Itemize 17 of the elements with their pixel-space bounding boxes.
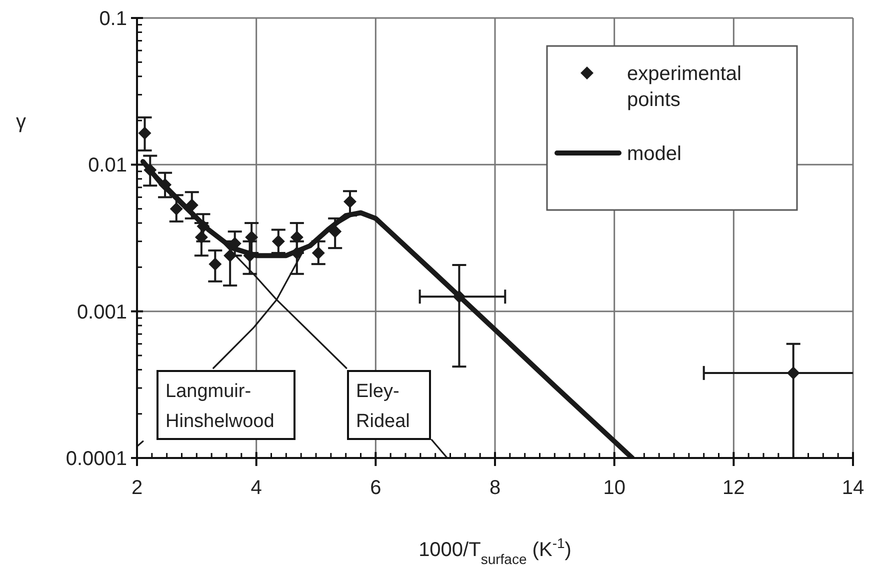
y-axis-title: γ xyxy=(16,111,26,133)
x-axis-title: 1000/T$_{surface}$ (K$^{-1}$) xyxy=(418,535,572,567)
legend-label: model xyxy=(627,143,682,165)
x-tick-label: 10 xyxy=(603,477,626,499)
y-tick-label: 0.001 xyxy=(76,301,127,324)
y-tick-label: 0.0001 xyxy=(66,448,127,470)
legend-label: experimental points xyxy=(627,63,742,111)
x-tick-label: 8 xyxy=(489,477,501,499)
x-tick-label: 6 xyxy=(370,477,382,499)
y-tick-label: 0.01 xyxy=(88,154,127,177)
y-tick-label: 0.1 xyxy=(99,8,127,30)
x-tick-label: 2 xyxy=(131,477,143,499)
x-tick-label: 12 xyxy=(722,477,745,499)
x-tick-label: 14 xyxy=(842,477,864,499)
x-tick-label: 4 xyxy=(250,477,262,499)
annotation: Langmuir-Hinshelwood xyxy=(166,381,274,432)
annotation: Eley-Rideal xyxy=(356,381,410,432)
